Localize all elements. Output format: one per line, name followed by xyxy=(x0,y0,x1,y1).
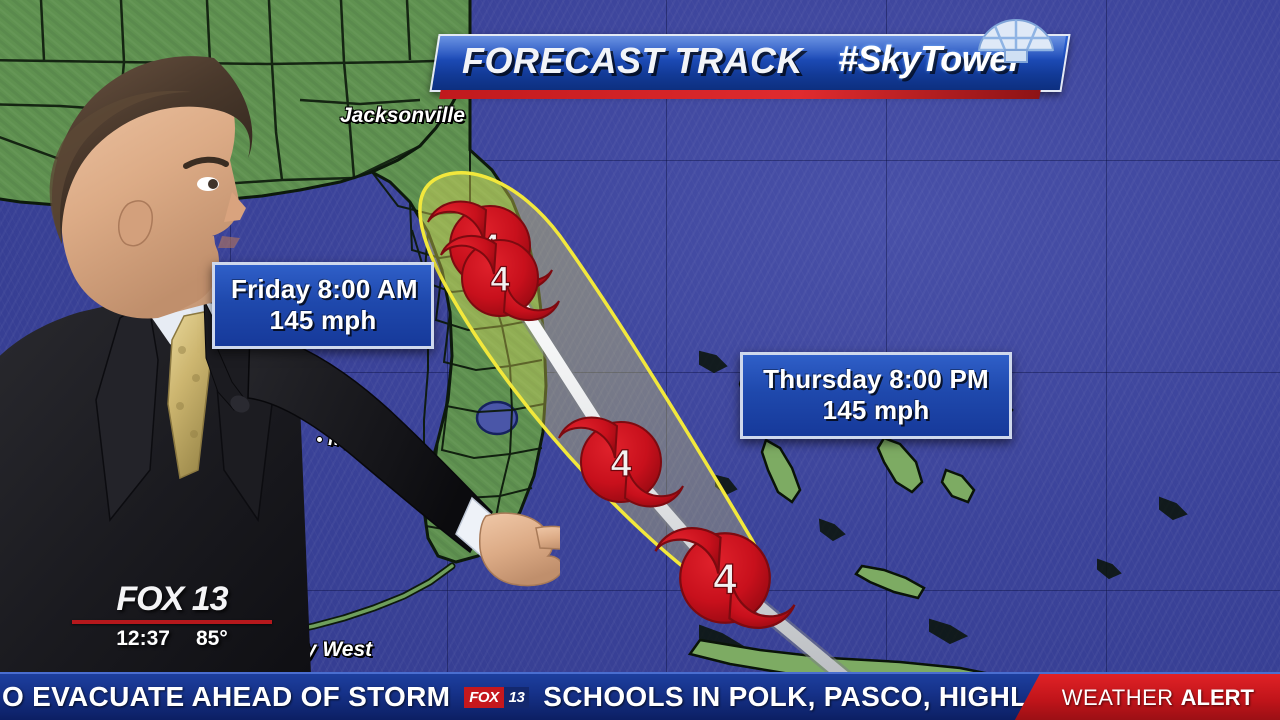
thursday-forecast-callout: Thursday 8:00 PM 145 mph xyxy=(740,352,1012,440)
city-dot-icon xyxy=(316,435,323,443)
bug-meta: 12:37 85° xyxy=(72,627,272,651)
fox13-logo: FOX 13 xyxy=(116,580,228,618)
news-ticker[interactable]: O EVACUATE AHEAD OF STORM FOX 13 SCHOOLS… xyxy=(0,672,1280,720)
city-label-miami: Miami xyxy=(466,519,526,543)
storm-marker-cat4-3: 4 xyxy=(558,416,684,508)
city-label-text: Myers xyxy=(328,427,389,450)
ticker-headline-right: SCHOOLS IN POLK, PASCO, HIGHLAND xyxy=(543,681,1090,712)
city-label-text: Miami xyxy=(466,519,526,542)
callout-windspeed: 145 mph xyxy=(822,394,930,425)
bug-red-rule xyxy=(72,620,272,624)
ticker-fox-text: FOX xyxy=(464,686,504,708)
svg-text:4: 4 xyxy=(610,443,631,485)
station-bug: FOX 13 12:37 85° xyxy=(72,580,272,651)
map-gridline xyxy=(0,590,1280,591)
city-label-jacksonville: Jacksonville xyxy=(340,104,465,128)
storm-marker-cat4-2: 4 xyxy=(440,234,560,322)
map-gridline xyxy=(666,0,667,720)
friday-forecast-callout: Friday 8:00 AM 145 mph xyxy=(212,262,434,350)
banner-title: FORECAST TRACK xyxy=(462,40,803,81)
city-label-text: Jacksonville xyxy=(340,104,465,127)
callout-windspeed: 145 mph xyxy=(269,304,377,335)
map-gridline xyxy=(0,160,1280,161)
forecast-track-line xyxy=(491,263,869,699)
alert-word-weather: WEATHER xyxy=(1061,685,1174,710)
ticker-headline-left: O EVACUATE AHEAD OF STORM xyxy=(2,681,451,712)
forecast-track-banner: FORECAST TRACK xyxy=(429,34,1071,99)
callout-time: Friday 8:00 AM xyxy=(231,274,418,304)
current-temperature: 85° xyxy=(195,627,228,650)
callout-time: Thursday 8:00 PM xyxy=(763,364,989,394)
city-label-fort-myers: Myers xyxy=(316,427,389,451)
weather-alert-badge: WEATHER ALERT xyxy=(1013,674,1280,720)
land-florida-keys-outline xyxy=(282,562,456,636)
ticker-13-text: 13 xyxy=(503,686,530,708)
alert-word-alert: ALERT xyxy=(1180,685,1254,710)
svg-text:4: 4 xyxy=(713,556,737,604)
svg-text:4: 4 xyxy=(490,260,510,299)
land-florida-keys xyxy=(284,564,454,634)
city-label-key-west: Key West xyxy=(278,638,372,662)
banner-red-accent xyxy=(439,90,1041,99)
storm-marker-cat4-4: 4 xyxy=(654,527,796,629)
skytower-dome-icon xyxy=(977,18,1055,63)
ticker-fox13-badge: FOX 13 xyxy=(464,686,530,708)
clock-time: 12:37 xyxy=(116,627,170,650)
city-label-text: Key West xyxy=(278,638,373,661)
map-gridline xyxy=(1106,0,1107,720)
